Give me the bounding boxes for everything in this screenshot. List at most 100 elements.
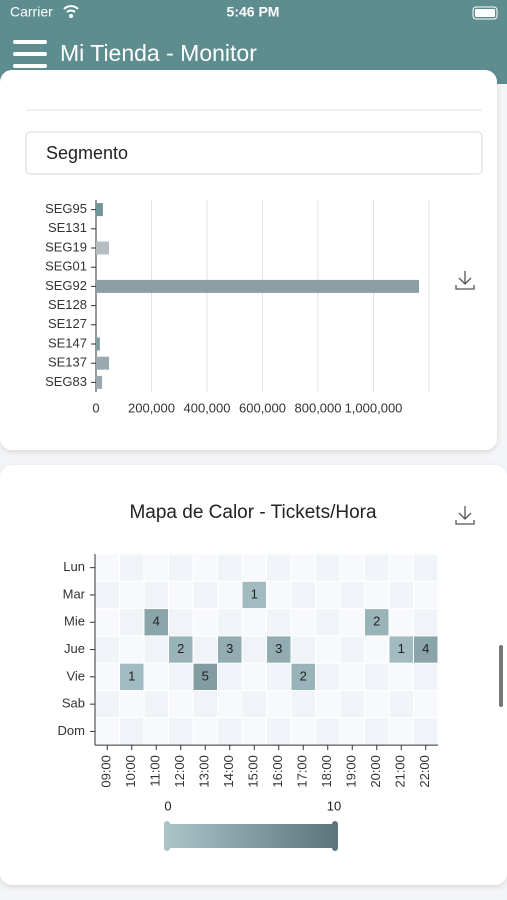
cell-label: 2 — [300, 668, 307, 683]
heat-cell — [365, 581, 389, 609]
bar — [96, 337, 100, 351]
download-icon — [455, 506, 475, 525]
col-label: 12:00 — [172, 755, 187, 788]
row-label: Mar — [63, 586, 86, 601]
heat-cell — [316, 581, 340, 609]
heat-cell — [365, 663, 389, 690]
heat-cell — [365, 554, 389, 581]
heat-cell — [144, 691, 168, 718]
cell-label: 4 — [153, 614, 160, 629]
heat-cell — [218, 636, 242, 663]
y-tick-label: SE131 — [48, 220, 87, 235]
heat-cell — [95, 609, 119, 636]
heat-cell — [218, 581, 242, 609]
segment-select[interactable] — [25, 131, 483, 175]
colorbar-handle — [164, 821, 170, 851]
heat-cell — [120, 636, 144, 663]
y-tick-label: SEG92 — [45, 278, 87, 293]
colorbar-label: 10 — [327, 798, 341, 813]
heat-cell — [95, 663, 119, 690]
heat-cell — [169, 691, 193, 718]
heat-cell — [291, 636, 315, 663]
heat-cell — [291, 691, 315, 718]
heat-cell — [144, 663, 168, 690]
heat-cell — [316, 718, 340, 745]
colorbar-handle — [332, 821, 338, 851]
heat-cell — [218, 554, 242, 581]
col-label: 17:00 — [295, 755, 310, 788]
heat-cell — [95, 718, 119, 745]
heat-cell — [120, 663, 144, 690]
heat-cell — [365, 609, 389, 636]
menu-bar — [13, 52, 47, 56]
heat-cell — [414, 581, 438, 609]
heat-cell — [120, 691, 144, 718]
heat-cell — [169, 609, 193, 636]
y-tick-label: SE147 — [48, 335, 87, 350]
menu-bar — [13, 40, 47, 44]
select-label: Segmento — [46, 143, 128, 163]
download-button[interactable] — [455, 271, 475, 290]
heat-cell — [267, 609, 291, 636]
col-label: 09:00 — [99, 755, 114, 788]
heat-cell — [389, 554, 413, 581]
y-tick-label: SEG19 — [45, 239, 87, 254]
wifi-icon — [63, 5, 79, 13]
row-label: Dom — [58, 723, 85, 738]
col-label: 13:00 — [197, 755, 212, 788]
battery — [472, 6, 498, 20]
heat-cell — [242, 554, 266, 581]
colorbar — [168, 824, 334, 848]
heat-cell — [218, 663, 242, 690]
menu-button[interactable] — [13, 40, 47, 68]
heat-cell — [340, 718, 364, 745]
col-label: 15:00 — [246, 755, 261, 788]
heat-cell — [389, 581, 413, 609]
col-label: 19:00 — [344, 755, 359, 788]
heat-cell — [95, 691, 119, 718]
col-label: 16:00 — [270, 755, 285, 788]
heat-cell — [193, 691, 217, 718]
col-label: 10:00 — [123, 755, 138, 788]
heat-cell — [414, 636, 438, 663]
heat-cell — [120, 581, 144, 609]
cell-label: 1 — [251, 586, 258, 601]
heatmap-title: Mapa de Calor - Tickets/Hora — [129, 502, 377, 523]
heat-cell — [218, 718, 242, 745]
heat-cell — [291, 554, 315, 581]
heat-cell — [340, 663, 364, 690]
bar — [96, 241, 110, 255]
col-label: 18:00 — [319, 755, 334, 788]
colorbar-label: 0 — [164, 798, 171, 813]
heatmap: Lun Mar 1 Mie 4 2 Jue 2 3 3 1 4 Vie 1 5 2 Sab Dom 09:00 10:… — [58, 554, 438, 851]
wifi-dot — [69, 14, 73, 18]
y-tick-label: SE128 — [48, 297, 87, 312]
heat-cell — [316, 636, 340, 663]
heat-cell — [316, 554, 340, 581]
x-tick-label: 600,000 — [239, 400, 286, 415]
heat-cell — [340, 636, 364, 663]
heat-cell — [144, 718, 168, 745]
heat-cell — [193, 554, 217, 581]
heat-cell — [267, 718, 291, 745]
heat-cell — [291, 718, 315, 745]
heat-cell — [389, 691, 413, 718]
cell-label: 3 — [226, 641, 233, 656]
heat-cell — [193, 609, 217, 636]
heat-cell — [169, 581, 193, 609]
heat-cell — [340, 609, 364, 636]
x-tick-label: 200,000 — [128, 400, 175, 415]
carrier: Carrier — [10, 4, 53, 20]
scroll-indicator — [499, 645, 503, 707]
menu-bar — [13, 64, 47, 68]
x-tick-label: 0 — [92, 400, 99, 415]
heat-cell — [144, 581, 168, 609]
bar — [96, 203, 103, 217]
cell-label: 1 — [398, 641, 405, 656]
heat-cell — [95, 581, 119, 609]
bar — [96, 375, 103, 389]
col-label: 21:00 — [393, 755, 408, 788]
y-tick-label: SEG83 — [45, 374, 87, 389]
download-button[interactable] — [455, 506, 475, 525]
